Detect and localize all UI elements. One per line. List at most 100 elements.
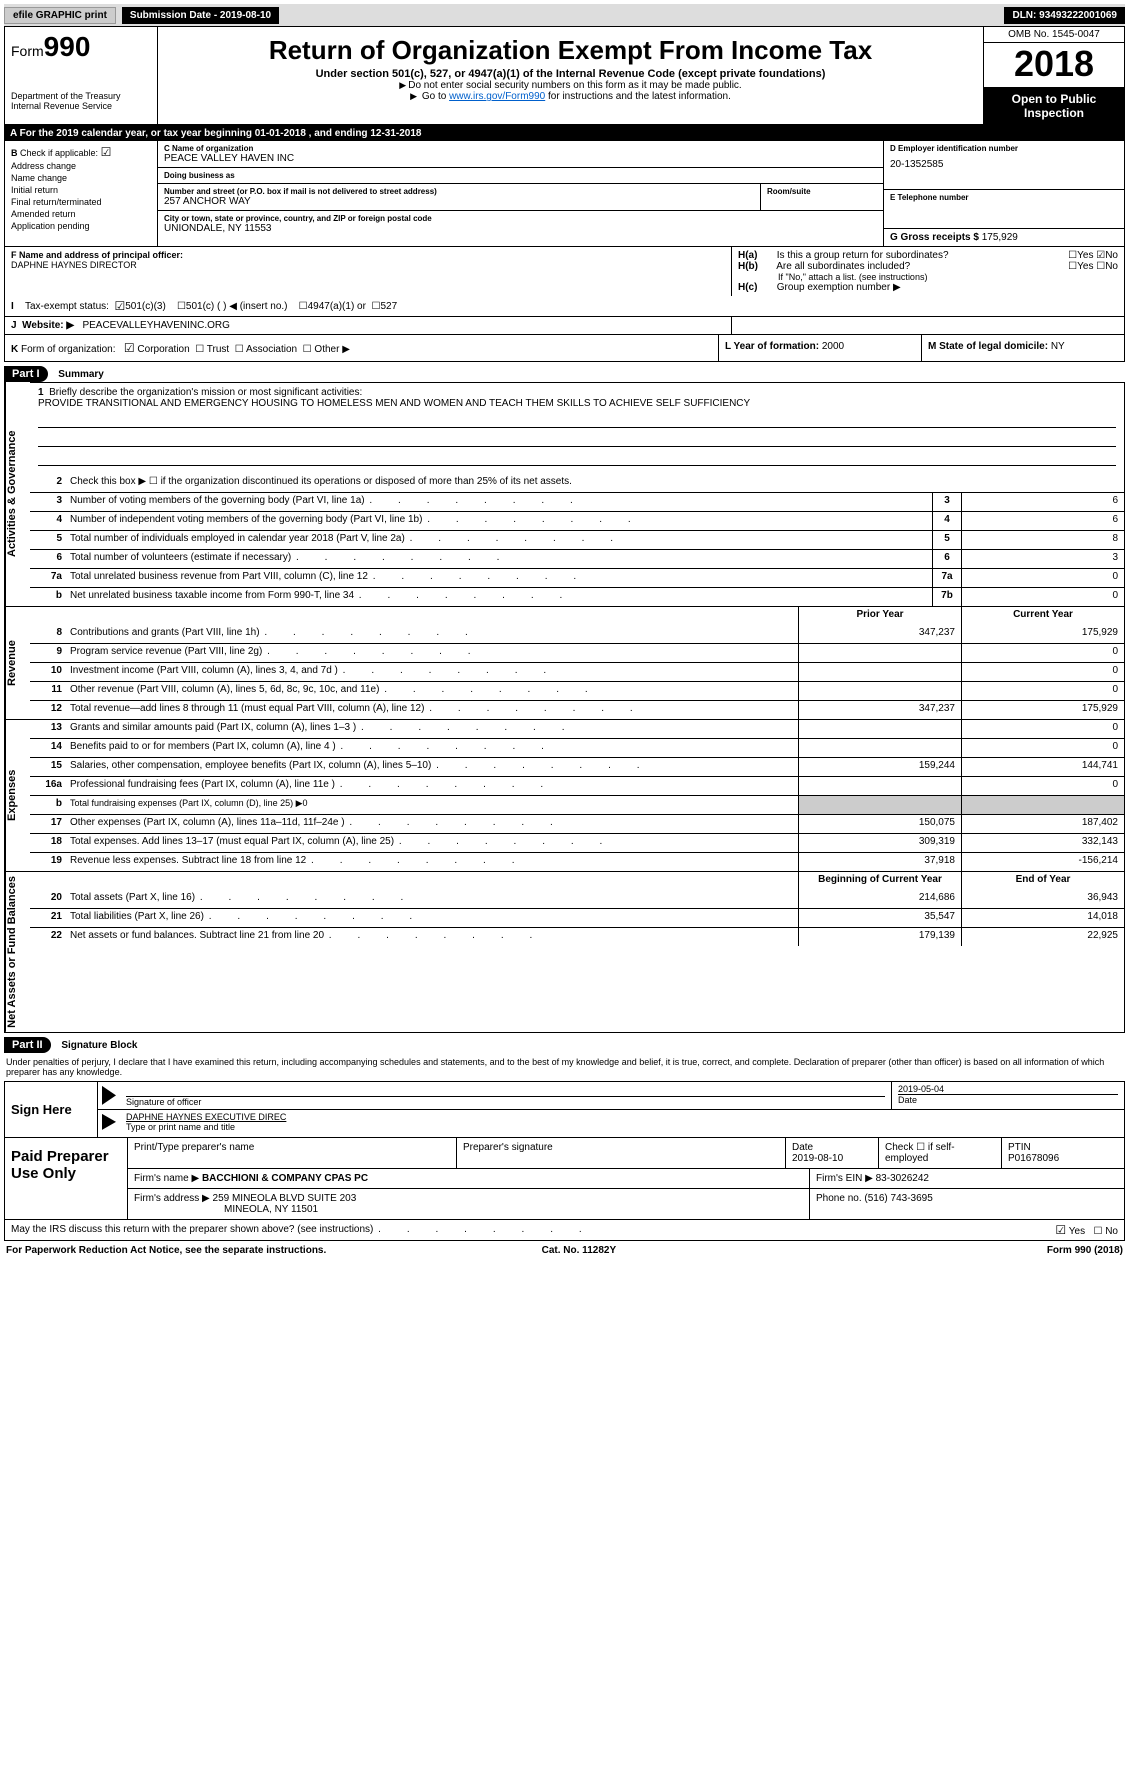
m-val: NY — [1051, 341, 1065, 352]
summary-line: 12Total revenue—add lines 8 through 11 (… — [30, 700, 1124, 719]
year-formation: L Year of formation: 2000 — [719, 335, 922, 361]
firm-addr: Firm's address ▶ 259 MINEOLA BLVD SUITE … — [128, 1189, 810, 1219]
vtab-exp: Expenses — [5, 720, 30, 871]
sig-date: 2019-05-04 Date — [891, 1082, 1124, 1109]
summary-line: 18Total expenses. Add lines 13–17 (must … — [30, 833, 1124, 852]
form-prefix: Form — [11, 43, 44, 59]
section-a-banner: A For the 2019 calendar year, or tax yea… — [4, 125, 1125, 141]
section-bc: B Check if applicable: ☑ Address change … — [4, 141, 1125, 246]
sig-lbl: Signature of officer — [126, 1096, 885, 1107]
section-h: H(a) Is this a group return for subordin… — [732, 247, 1124, 296]
ag-body: 1 Briefly describe the organization's mi… — [30, 382, 1124, 606]
goto-note: Go to www.irs.gov/Form990 for instructio… — [166, 91, 975, 102]
open-inspection: Open to Public Inspection — [984, 88, 1124, 124]
submission-date: Submission Date - 2019-08-10 — [122, 7, 279, 24]
rev-hdr: Prior Year Current Year — [30, 607, 1124, 625]
hb-row: H(b) Are all subordinates included? ☐Yes… — [738, 261, 1118, 272]
footer-left: For Paperwork Reduction Act Notice, see … — [6, 1245, 326, 1256]
uline3 — [38, 451, 1116, 466]
opt-4947: 4947(a)(1) or — [308, 301, 366, 312]
uline1 — [38, 413, 1116, 428]
section-f: F Name and address of principal officer:… — [5, 247, 732, 296]
vtab-net: Net Assets or Fund Balances — [5, 872, 30, 1032]
sig-date-val: 2019-05-04 — [898, 1084, 1118, 1094]
hc-text: Group exemption number ▶ — [777, 282, 901, 293]
efile-button[interactable]: efile GRAPHIC print — [4, 7, 116, 24]
dba-cell: Doing business as — [158, 168, 883, 184]
summary-line: bNet unrelated business taxable income f… — [30, 587, 1124, 606]
summary-line: 6Total number of volunteers (estimate if… — [30, 549, 1124, 568]
self-emp: Check ☐ if self-employed — [879, 1138, 1002, 1168]
summary-line: 7aTotal unrelated business revenue from … — [30, 568, 1124, 587]
summary-line: 21Total liabilities (Part X, line 26)35,… — [30, 908, 1124, 927]
l-lbl: L Year of formation: — [725, 341, 819, 352]
sign-block: Sign Here Signature of officer 2019-05-0… — [4, 1081, 1125, 1138]
phone-lbl: E Telephone number — [890, 193, 1118, 202]
org-name-lbl: C Name of organization — [164, 144, 877, 153]
city-lbl: City or town, state or province, country… — [164, 214, 877, 223]
row-i: I Tax-exempt status: ☑ 501(c)(3) ☐ 501(c… — [4, 296, 1125, 317]
penalty-text: Under penalties of perjury, I declare th… — [4, 1053, 1125, 1081]
mission-a: PROVIDE TRANSITIONAL AND EMERGENCY HOUSI… — [38, 398, 750, 409]
hb-yn: ☐Yes ☐No — [1068, 261, 1118, 272]
summary-line: 14Benefits paid to or for members (Part … — [30, 738, 1124, 757]
section-c: C Name of organization PEACE VALLEY HAVE… — [158, 141, 883, 246]
part2-title: Signature Block — [53, 1040, 137, 1051]
summary-line: 13Grants and similar amounts paid (Part … — [30, 720, 1124, 738]
ag-block: Activities & Governance 1 Briefly descri… — [4, 382, 1125, 607]
sig-officer: Signature of officer — [120, 1082, 891, 1109]
boy-hdr: Beginning of Current Year — [798, 872, 961, 890]
exp-lines: 13Grants and similar amounts paid (Part … — [30, 720, 1124, 871]
summary-line: 22Net assets or fund balances. Subtract … — [30, 927, 1124, 946]
chk-address: Address change — [11, 161, 151, 171]
chk-amended: Amended return — [11, 209, 151, 219]
form-subtitle: Under section 501(c), 527, or 4947(a)(1)… — [166, 68, 975, 80]
firm-name: Firm's name ▶ BACCHIONI & COMPANY CPAS P… — [128, 1169, 810, 1188]
hb-text: Are all subordinates included? — [776, 261, 910, 272]
ssn-note: Do not enter social security numbers on … — [166, 80, 975, 91]
room-lbl: Room/suite — [767, 187, 877, 196]
goto-b: for instructions and the latest informat… — [545, 91, 731, 102]
opt-assoc: Association — [246, 344, 297, 355]
summary-line: bTotal fundraising expenses (Part IX, co… — [30, 795, 1124, 814]
net-lines: 20Total assets (Part X, line 16)214,6863… — [30, 890, 1124, 946]
form-990: 990 — [44, 31, 91, 62]
corp-check: ☑ — [124, 341, 135, 355]
rev-body: Prior Year Current Year 8Contributions a… — [30, 607, 1124, 719]
check-applicable: Check if applicable: — [20, 148, 98, 158]
city-val: UNIONDALE, NY 11553 — [164, 223, 877, 234]
discuss-yn: ☑ Yes ☐ No — [1055, 1223, 1118, 1237]
exp-block: Expenses 13Grants and similar amounts pa… — [4, 720, 1125, 872]
b-main-check: ☑ — [101, 145, 112, 159]
signer-name: DAPHNE HAYNES EXECUTIVE DIREC — [126, 1112, 1118, 1122]
section-de: D Employer identification number 20-1352… — [883, 141, 1124, 246]
paid-title: Paid Preparer Use Only — [5, 1138, 128, 1219]
discuss-row: May the IRS discuss this return with the… — [4, 1220, 1125, 1241]
goto-a: Go to — [422, 91, 449, 102]
sig-row2: DAPHNE HAYNES EXECUTIVE DIREC Type or pr… — [98, 1110, 1124, 1134]
page-footer: For Paperwork Reduction Act Notice, see … — [4, 1241, 1125, 1260]
form-org-lbl: Form of organization: — [21, 344, 116, 355]
org-name-cell: C Name of organization PEACE VALLEY HAVE… — [158, 141, 883, 168]
hc-row: H(c) Group exemption number ▶ — [738, 282, 1118, 293]
hb-note: If "No," attach a list. (see instruction… — [738, 272, 1118, 282]
prep-sig-lbl: Preparer's signature — [457, 1138, 786, 1168]
sig-row1: Signature of officer 2019-05-04 Date — [98, 1082, 1124, 1110]
irs-link[interactable]: www.irs.gov/Form990 — [449, 91, 545, 102]
part2-badge: Part II — [4, 1037, 51, 1053]
sig-name: DAPHNE HAYNES EXECUTIVE DIREC Type or pr… — [120, 1110, 1124, 1134]
summary-line: 10Investment income (Part VIII, column (… — [30, 662, 1124, 681]
net-hdr: Beginning of Current Year End of Year — [30, 872, 1124, 890]
dln-label: DLN: 93493222001069 — [1004, 7, 1125, 24]
street-val: 257 ANCHOR WAY — [164, 196, 754, 207]
eoy-hdr: End of Year — [961, 872, 1124, 890]
dba-lbl: Doing business as — [164, 171, 877, 180]
ptin: PTINP01678096 — [1002, 1138, 1124, 1168]
irs-label: Internal Revenue Service — [11, 101, 151, 111]
ag-lines: 2Check this box ▶ ☐ if the organization … — [30, 474, 1124, 606]
opt-527: 527 — [380, 301, 397, 312]
501c3-check: ☑ — [114, 299, 125, 313]
summary-line: 2Check this box ▶ ☐ if the organization … — [30, 474, 1124, 492]
paid-preparer: Paid Preparer Use Only Print/Type prepar… — [4, 1138, 1125, 1220]
summary-line: 3Number of voting members of the governi… — [30, 492, 1124, 511]
